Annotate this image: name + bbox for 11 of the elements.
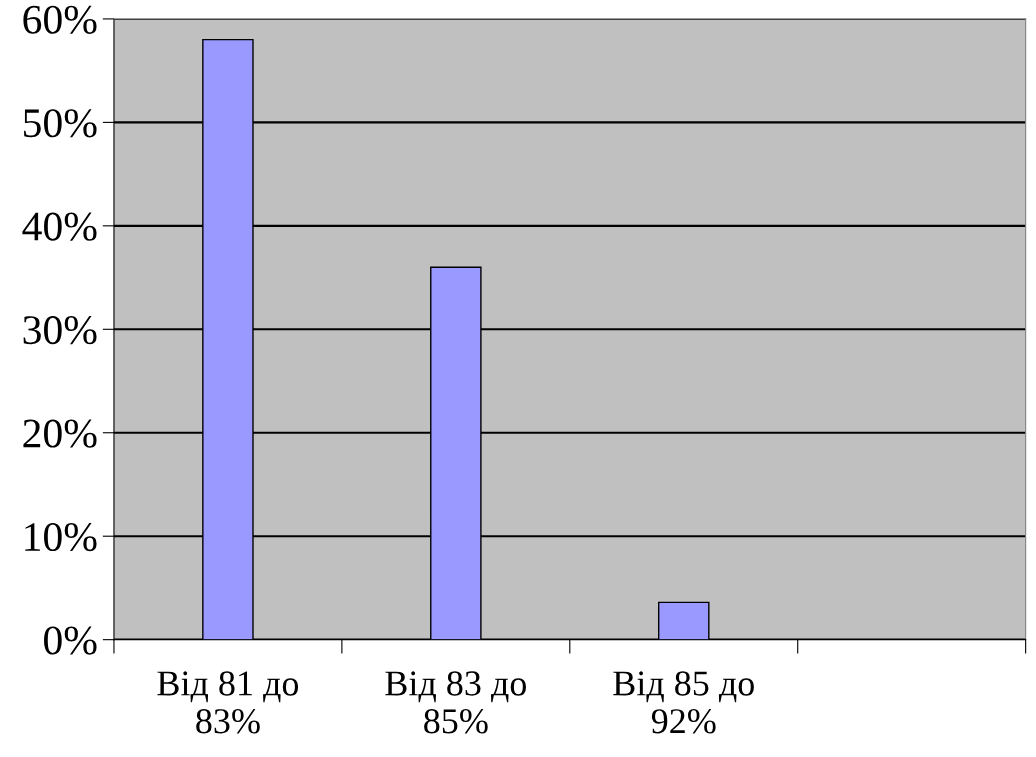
bar bbox=[657, 601, 710, 640]
y-tick-label: 20% bbox=[23, 419, 97, 448]
x-tick-label: Від 85 до 92% bbox=[613, 671, 754, 734]
y-tick-label: 50% bbox=[24, 109, 97, 138]
y-tick-label: 10% bbox=[25, 522, 97, 552]
y-tick-label: 30% bbox=[23, 316, 97, 345]
x-tick-label: Від 81 до 83% bbox=[157, 671, 299, 734]
x-tick-label: Від 83 до 85% bbox=[385, 671, 527, 734]
y-tick-label: 60% bbox=[23, 5, 97, 34]
y-tick-label: 0% bbox=[44, 626, 97, 655]
y-tick-label: 40% bbox=[22, 212, 97, 241]
